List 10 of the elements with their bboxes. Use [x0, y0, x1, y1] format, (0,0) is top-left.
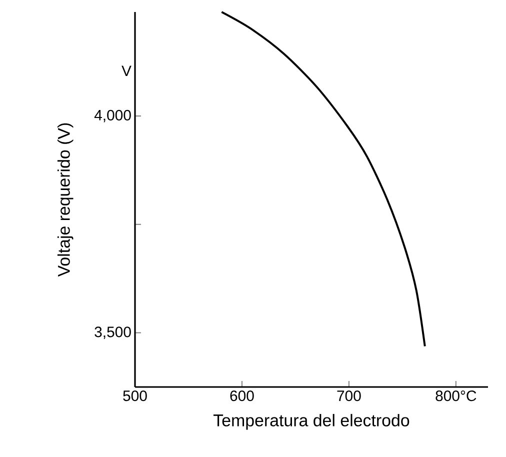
y-axis-title: Voltaje requerido (V)	[57, 123, 74, 277]
x-tick-label: 600	[230, 390, 254, 402]
y-tick-label: 4,000	[94, 110, 131, 122]
x-tick-label: 500	[123, 390, 147, 402]
y-tick-label: 3,500	[94, 326, 131, 339]
text: V	[122, 66, 132, 76]
x-axis-title: Temperatura del electrodo	[213, 414, 410, 430]
x-tick-label: 700	[337, 390, 361, 402]
x-tick-label: 800°C	[436, 390, 476, 402]
line-series	[220, 10, 426, 348]
